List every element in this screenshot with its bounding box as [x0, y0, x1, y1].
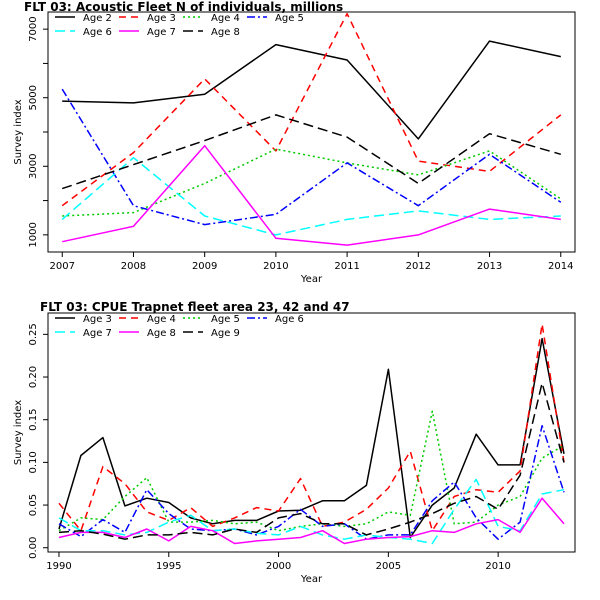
x-tick-label: 2007 — [50, 261, 75, 272]
series-line-age-6 — [58, 424, 565, 540]
legend-label: Age 5 — [211, 314, 240, 325]
x-tick-label: 1990 — [46, 561, 71, 572]
series-line-age-2 — [62, 40, 561, 140]
x-tick-label: 2010 — [485, 561, 510, 572]
legend-label: Age 6 — [83, 27, 112, 38]
legend: Age 3 Age 4 Age 5 Age 6 Age 7 Age 8 Age 9 — [55, 314, 304, 339]
x-axis-label: Year — [300, 574, 323, 585]
y-tick-label: 0.05 — [28, 494, 39, 516]
legend-label: Age 5 — [275, 13, 304, 24]
y-axis-label: Survey index — [13, 400, 24, 465]
series-line-age-7 — [62, 144, 561, 246]
legend-label: Age 4 — [211, 13, 240, 24]
series-line-age-8 — [58, 497, 565, 545]
plot-frame — [47, 312, 576, 553]
series-line-age-8 — [61, 114, 562, 190]
x-axis-label: Year — [300, 274, 323, 285]
y-tick-label: 0.20 — [28, 366, 39, 388]
y-tick-label: 0.25 — [28, 323, 39, 345]
legend-label: Age 8 — [211, 27, 240, 38]
legend-label: Age 2 — [83, 13, 112, 24]
chart-title: FLT 03: CPUE Trapnet fleet area 23, 42 a… — [40, 300, 350, 314]
series-line-age-6 — [61, 156, 561, 236]
x-tick-label: 2000 — [266, 561, 291, 572]
x-tick-label: 2011 — [334, 261, 359, 272]
series-line-age-4 — [58, 323, 565, 532]
y-tick-label: 7000 — [28, 16, 39, 41]
chart-2: FLT 03: CPUE Trapnet fleet area 23, 42 a… — [13, 300, 576, 585]
y-tick-label: 0.15 — [28, 409, 39, 431]
x-tick-label: 2013 — [477, 261, 502, 272]
chart-title: FLT 03: Acoustic Fleet N of individuals,… — [24, 0, 343, 14]
series-line-age-5 — [61, 88, 562, 226]
legend-label: Age 8 — [147, 328, 176, 339]
legend-label: Age 6 — [275, 314, 304, 325]
y-tick-label: 3000 — [28, 154, 39, 179]
x-tick-label: 2014 — [548, 261, 573, 272]
x-tick-label: 2009 — [192, 261, 217, 272]
y-tick-label: 0.00 — [28, 537, 39, 559]
legend-label: Age 7 — [147, 27, 176, 38]
chart-1: FLT 03: Acoustic Fleet N of individuals,… — [13, 0, 576, 285]
series-line-age-3 — [58, 337, 565, 539]
x-tick-label: 2005 — [376, 561, 401, 572]
legend-label: Age 3 — [147, 13, 176, 24]
x-tick-label: 1995 — [156, 561, 181, 572]
legend-label: Age 4 — [147, 314, 176, 325]
legend: Age 2 Age 3 Age 4 Age 5 Age 6 Age 7 Age 8 — [55, 13, 304, 38]
series-line-age-9 — [58, 382, 565, 540]
y-tick-label: 1000 — [28, 222, 39, 247]
x-tick-label: 2012 — [406, 261, 431, 272]
x-tick-label: 2010 — [263, 261, 288, 272]
y-tick-label: 0.10 — [28, 451, 39, 473]
x-tick-label: 2008 — [121, 261, 146, 272]
y-tick-label: 5000 — [28, 85, 39, 110]
legend-label: Age 7 — [83, 328, 112, 339]
legend-label: Age 3 — [83, 314, 112, 325]
legend-label: Age 9 — [211, 328, 240, 339]
y-axis-label: Survey index — [13, 99, 24, 164]
